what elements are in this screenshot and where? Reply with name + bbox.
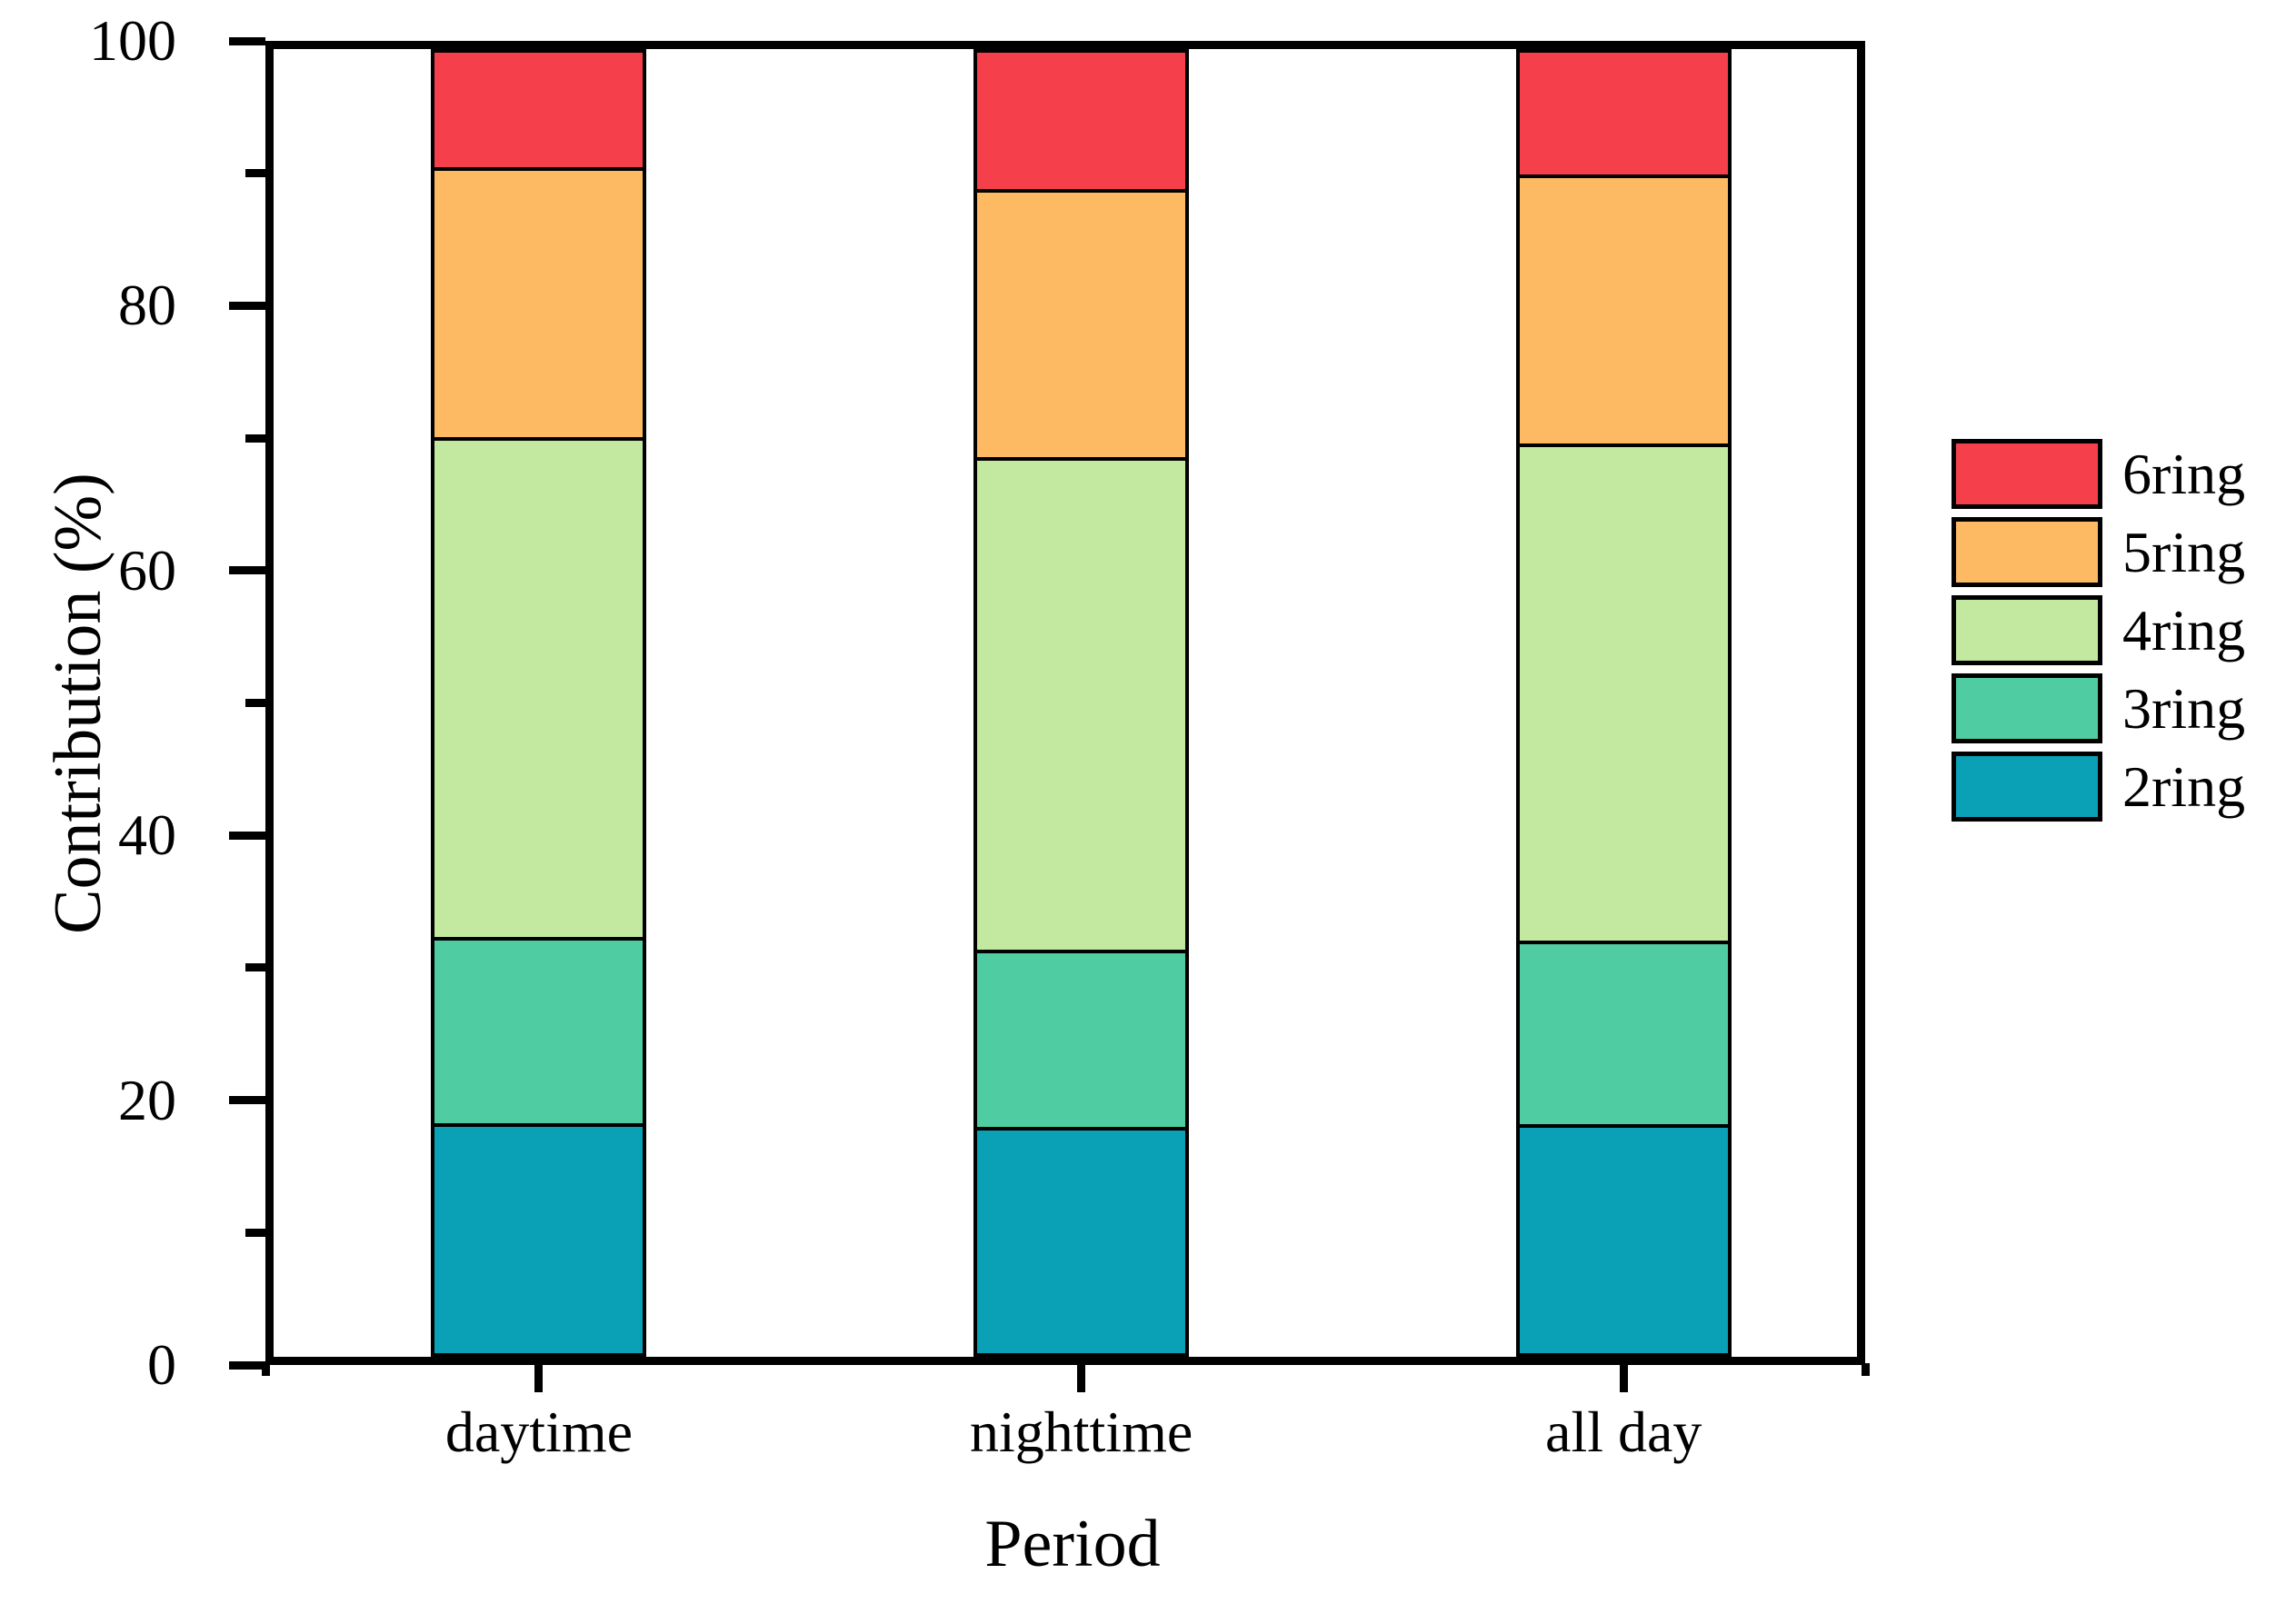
legend-swatch-5ring [1952, 517, 2102, 587]
y-axis-minor-tick [245, 699, 265, 707]
y-tick-label-0: 0 [147, 1332, 176, 1397]
bar-segment-3ring-daytime [434, 937, 644, 1123]
y-axis-minor-tick [245, 433, 265, 443]
y-axis-major-tick [229, 566, 265, 575]
x-tick-daytime [534, 1365, 544, 1392]
legend-label-4ring: 4ring [2122, 597, 2246, 663]
bar-segment-2ring-daytime [434, 1122, 644, 1354]
bar-all-day [1515, 49, 1732, 1357]
legend-label-6ring: 6ring [2122, 441, 2246, 506]
bar-segment-6ring-all-day [1519, 53, 1728, 175]
y-tick-label-20: 20 [118, 1067, 176, 1132]
x-category-label-all-day: all day [1545, 1400, 1702, 1464]
x-axis-corner-stub [1861, 1363, 1870, 1376]
bar-segment-6ring-nighttime [977, 53, 1186, 189]
bar-segment-4ring-all-day [1519, 443, 1728, 941]
x-category-label-daytime: daytime [444, 1400, 634, 1464]
y-tick-label-40: 40 [118, 802, 176, 868]
bar-segment-3ring-nighttime [977, 950, 1186, 1128]
x-tick-nighttime [1077, 1365, 1086, 1392]
y-tick-label-60: 60 [118, 537, 176, 603]
y-axis-major-tick [229, 831, 265, 840]
y-tick-label-80: 80 [118, 273, 176, 338]
legend-label-3ring: 3ring [2122, 675, 2246, 741]
legend-swatch-3ring [1952, 673, 2102, 743]
bar-segment-3ring-all-day [1519, 941, 1728, 1125]
x-axis-corner-stub [261, 1363, 270, 1376]
y-axis-minor-tick [245, 1228, 265, 1237]
bar-segment-2ring-nighttime [977, 1127, 1186, 1353]
x-axis-title: Period [984, 1507, 1161, 1581]
y-axis-minor-tick [245, 169, 265, 178]
y-axis-major-tick [229, 1360, 265, 1370]
y-axis-major-tick [229, 301, 265, 310]
bar-segment-2ring-all-day [1519, 1124, 1728, 1353]
y-tick-label-100: 100 [89, 8, 176, 73]
legend-swatch-2ring [1952, 752, 2102, 822]
y-axis-major-tick [229, 1096, 265, 1105]
legend-swatch-4ring [1952, 595, 2102, 665]
y-axis-minor-tick [245, 963, 265, 972]
bar-segment-5ring-nighttime [977, 188, 1186, 458]
legend-swatch-6ring [1952, 439, 2102, 509]
bar-segment-6ring-daytime [434, 53, 644, 167]
x-tick-all-day [1619, 1365, 1628, 1392]
bar-segment-4ring-daytime [434, 436, 644, 938]
y-axis-major-tick [229, 36, 265, 45]
bar-daytime [431, 49, 647, 1357]
bar-segment-5ring-all-day [1519, 174, 1728, 443]
x-category-label-nighttime: nighttime [969, 1400, 1193, 1464]
bar-nighttime [973, 49, 1190, 1357]
legend-label-5ring: 5ring [2122, 519, 2246, 584]
legend-label-2ring: 2ring [2122, 753, 2246, 819]
bar-segment-5ring-daytime [434, 166, 644, 437]
plot-frame [265, 41, 1865, 1365]
bar-segment-4ring-nighttime [977, 457, 1186, 951]
